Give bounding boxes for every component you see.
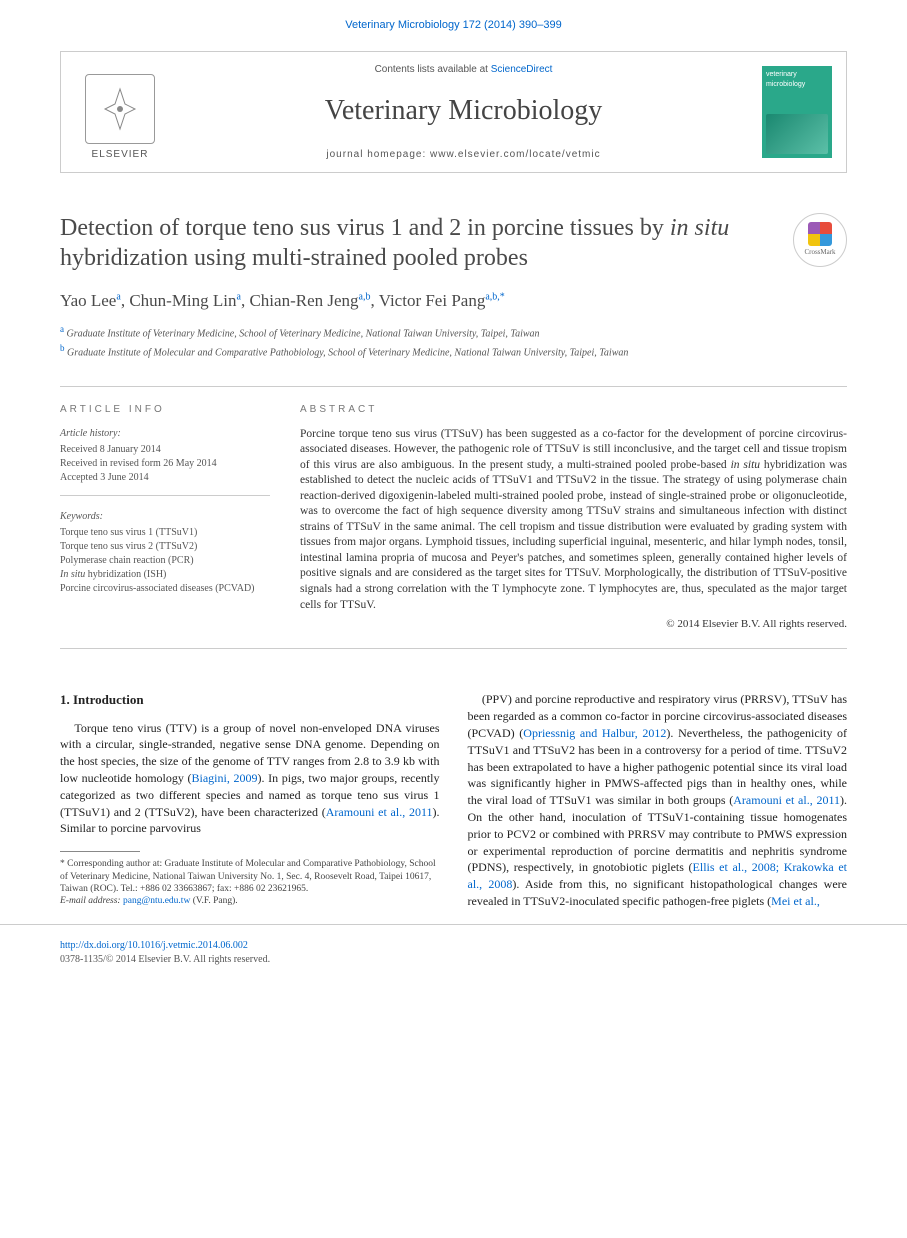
publisher-logo[interactable]: ELSEVIER [75, 62, 165, 162]
email-suffix: (V.F. Pang). [193, 896, 238, 906]
journal-name: Veterinary Microbiology [175, 91, 752, 130]
sciencedirect-link[interactable]: ScienceDirect [491, 64, 553, 75]
affiliation-b: b Graduate Institute of Molecular and Co… [60, 342, 847, 360]
keyword-1: Torque teno sus virus 1 (TTSuV1) [60, 526, 270, 540]
contents-prefix: Contents lists available at [375, 64, 491, 75]
article-info-label: ARTICLE INFO [60, 403, 270, 417]
abstract-copyright: © 2014 Elsevier B.V. All rights reserved… [300, 617, 847, 632]
title-part-2: hybridization using multi-strained poole… [60, 245, 528, 271]
article-title: Detection of torque teno sus virus 1 and… [60, 213, 783, 273]
intro-para-2: (PPV) and porcine reproductive and respi… [468, 691, 848, 909]
contents-available: Contents lists available at ScienceDirec… [175, 63, 752, 77]
publisher-name: ELSEVIER [92, 148, 149, 162]
abstract-text: Porcine torque teno sus virus (TTSuV) ha… [300, 427, 847, 613]
keyword-4: In situ hybridization (ISH) [60, 568, 270, 582]
keyword-5: Porcine circovirus-associated diseases (… [60, 582, 270, 596]
cover-image-icon [766, 114, 828, 154]
footnote-email-line: E-mail address: pang@ntu.edu.tw (V.F. Pa… [60, 895, 440, 907]
affiliation-a: a Graduate Institute of Veterinary Medic… [60, 323, 847, 341]
divider [60, 386, 847, 387]
journal-homepage[interactable]: journal homepage: www.elsevier.com/locat… [175, 148, 752, 162]
history-accepted: Accepted 3 June 2014 [60, 471, 270, 485]
divider-2 [60, 648, 847, 649]
journal-cover-thumb[interactable]: veterinary microbiology [762, 66, 832, 158]
masthead: ELSEVIER Contents lists available at Sci… [60, 51, 847, 173]
keyword-2: Torque teno sus virus 2 (TTSuV2) [60, 540, 270, 554]
body-column-right: (PPV) and porcine reproductive and respi… [468, 691, 848, 909]
affil-text-a: Graduate Institute of Veterinary Medicin… [67, 329, 540, 340]
corresponding-author-footnote: * Corresponding author at: Graduate Inst… [60, 858, 440, 907]
abstract-label: ABSTRACT [300, 403, 847, 417]
article-info-column: ARTICLE INFO Article history: Received 8… [60, 403, 270, 633]
article-history-block: Article history: Received 8 January 2014… [60, 427, 270, 496]
crossmark-label: CrossMark [804, 248, 835, 258]
email-label: E-mail address: [60, 896, 121, 906]
doi-link[interactable]: http://dx.doi.org/10.1016/j.vetmic.2014.… [60, 940, 248, 951]
cover-title: veterinary microbiology [766, 70, 828, 90]
affiliations: a Graduate Institute of Veterinary Medic… [60, 323, 847, 360]
article-header: Detection of torque teno sus virus 1 and… [0, 193, 907, 369]
abstract-column: ABSTRACT Porcine torque teno sus virus (… [300, 403, 847, 633]
info-abstract-row: ARTICLE INFO Article history: Received 8… [0, 403, 907, 633]
keyword-3: Polymerase chain reaction (PCR) [60, 554, 270, 568]
page-footer: http://dx.doi.org/10.1016/j.vetmic.2014.… [0, 924, 907, 987]
affil-text-b: Graduate Institute of Molecular and Comp… [67, 347, 628, 358]
affil-sup-a: a [60, 324, 64, 334]
title-part-1: Detection of torque teno sus virus 1 and… [60, 215, 670, 241]
crossmark-badge[interactable]: CrossMark [793, 213, 847, 267]
issn-copyright: 0378-1135/© 2014 Elsevier B.V. All right… [60, 954, 270, 965]
keywords-block: Keywords: Torque teno sus virus 1 (TTSuV… [60, 510, 270, 606]
body-column-left: 1. Introduction Torque teno virus (TTV) … [60, 691, 440, 909]
elsevier-tree-icon [85, 74, 155, 144]
journal-citation: Veterinary Microbiology 172 (2014) 390–3… [0, 0, 907, 43]
body-columns: 1. Introduction Torque teno virus (TTV) … [0, 665, 907, 909]
intro-para-1: Torque teno virus (TTV) is a group of no… [60, 720, 440, 838]
affil-sup-b: b [60, 343, 65, 353]
author-list: Yao Leea, Chun-Ming Lina, Chian-Ren Jeng… [60, 289, 847, 313]
footnote-rule [60, 851, 140, 852]
title-italic: in situ [670, 215, 729, 241]
history-received: Received 8 January 2014 [60, 443, 270, 457]
history-label: Article history: [60, 427, 270, 441]
crossmark-icon [808, 222, 832, 246]
masthead-center: Contents lists available at ScienceDirec… [165, 63, 762, 162]
keywords-label: Keywords: [60, 510, 270, 524]
section-heading-intro: 1. Introduction [60, 691, 440, 709]
corresponding-email-link[interactable]: pang@ntu.edu.tw [123, 896, 190, 906]
footnote-text: * Corresponding author at: Graduate Inst… [60, 858, 440, 895]
history-revised: Received in revised form 26 May 2014 [60, 457, 270, 471]
